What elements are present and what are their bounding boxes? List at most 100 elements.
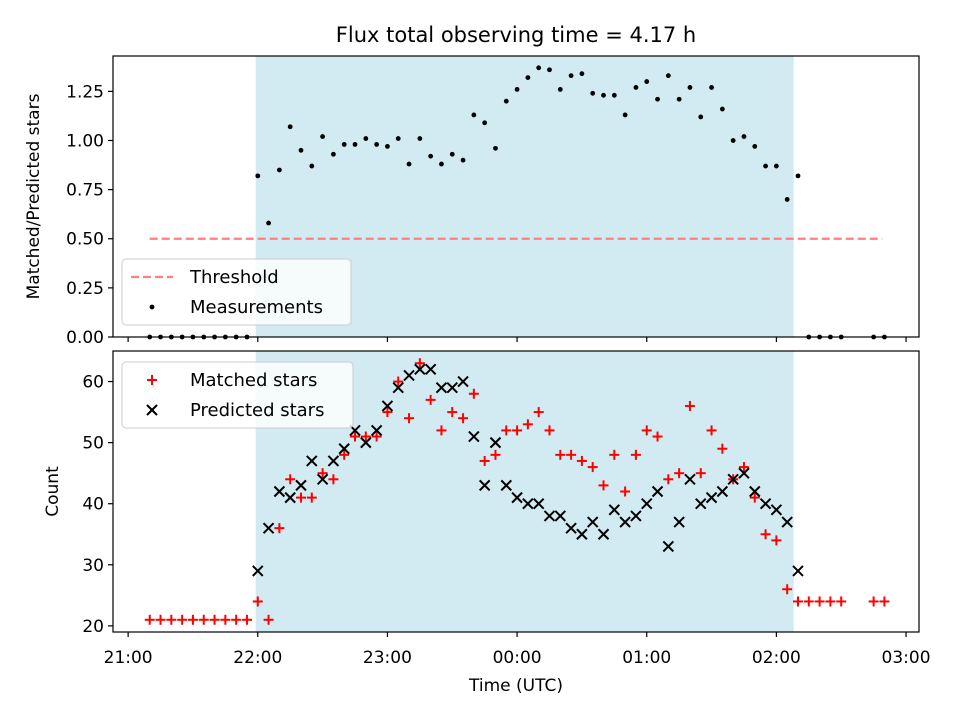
matched-star-point	[155, 614, 166, 625]
measurement-point	[557, 87, 563, 92]
matched-star-point	[630, 449, 641, 460]
bottom-y-ticks: 20 30 40 50 60	[82, 373, 113, 637]
measurement-point	[698, 114, 704, 120]
predicted-star-point	[727, 473, 739, 485]
matched-star-point	[620, 486, 631, 497]
measurement-point	[428, 153, 434, 159]
matched-star-point	[522, 419, 533, 430]
x-tick-label: 02:00	[752, 648, 801, 668]
matched-star-point	[209, 614, 220, 625]
legend-measurement-label: Measurements	[190, 297, 323, 318]
predicted-star-point	[316, 473, 329, 485]
measurement-point	[622, 112, 628, 118]
matched-star-point	[436, 425, 447, 436]
measurement-point	[536, 65, 542, 71]
matched-star-point	[425, 394, 436, 405]
measurement-point	[568, 73, 574, 79]
measurement-point	[439, 161, 444, 167]
measurement-point	[644, 79, 650, 84]
measurement-point	[773, 163, 779, 169]
matched-star-point	[760, 529, 771, 540]
predicted-star-point	[587, 516, 599, 528]
matched-star-point	[339, 449, 350, 460]
measurement-point	[687, 85, 693, 90]
legend-matched-marker	[147, 375, 157, 385]
top-measurement-points	[147, 65, 887, 340]
matched-star-point	[749, 492, 760, 503]
measurement-point	[363, 136, 369, 141]
predicted-star-point	[532, 498, 545, 510]
matched-star-point	[663, 474, 674, 485]
predicted-star-point	[381, 400, 394, 412]
bottom-y-tick-label: 50	[82, 434, 104, 454]
measurement-point	[590, 90, 596, 96]
matched-star-point	[576, 455, 587, 466]
x-tick-label: 23:00	[363, 648, 412, 668]
legend-matched-label: Matched stars	[190, 370, 317, 391]
predicted-star-point	[252, 565, 264, 577]
matched-star-points	[144, 358, 890, 625]
chart-title: Flux total observing time = 4.17 h	[336, 23, 696, 47]
bottom-y-tick-label: 40	[82, 495, 104, 515]
predicted-star-point	[543, 510, 556, 522]
matched-star-point	[512, 425, 523, 436]
matched-star-point	[306, 492, 317, 503]
matched-star-point	[695, 468, 706, 479]
predicted-star-point	[662, 540, 675, 553]
predicted-star-point	[360, 436, 372, 449]
predicted-star-point	[457, 375, 469, 388]
matched-star-point	[825, 596, 836, 607]
matched-star-point	[350, 431, 361, 442]
measurement-point	[525, 75, 531, 81]
measurement-point	[676, 96, 682, 102]
top-x-ticks	[127, 337, 907, 342]
matched-star-point	[285, 474, 296, 485]
measurement-point	[385, 143, 390, 149]
predicted-star-point	[759, 498, 772, 510]
matched-star-point	[566, 449, 577, 460]
matched-star-point	[674, 468, 685, 479]
predicted-star-point	[338, 443, 350, 455]
measurement-point	[471, 112, 477, 118]
measurement-point	[795, 173, 801, 179]
measurement-point	[266, 220, 271, 226]
measurement-point	[763, 163, 768, 169]
measurement-point	[331, 151, 336, 157]
matched-star-point	[360, 431, 371, 442]
predicted-star-points	[252, 363, 804, 577]
measurement-point	[352, 142, 358, 147]
predicted-star-point	[489, 436, 502, 449]
measurement-point	[309, 163, 315, 169]
predicted-star-point	[370, 424, 383, 437]
bottom-axes-frame	[112, 350, 920, 633]
matched-star-point	[836, 596, 847, 607]
matched-star-point	[684, 400, 695, 411]
predicted-star-point	[262, 522, 275, 534]
bottom-y-tick-label: 60	[82, 373, 104, 393]
measurement-point	[406, 161, 412, 167]
measurement-point	[449, 151, 455, 157]
predicted-star-point	[705, 491, 718, 504]
measurement-point	[719, 106, 725, 112]
predicted-star-point	[716, 485, 729, 498]
matched-star-point	[782, 584, 793, 595]
predicted-star-point	[424, 363, 437, 376]
matched-star-point	[879, 596, 890, 607]
predicted-star-point	[695, 498, 707, 510]
bottom-legend: Matched stars Predicted stars	[121, 361, 354, 429]
bottom-panel: 20 30 40 50 60 21:00 22:00 23:00 00:00 01:00 02:0…	[43, 350, 931, 696]
x-tick-label: 21:00	[104, 648, 153, 668]
predicted-star-point	[522, 498, 534, 510]
predicted-star-point	[273, 485, 286, 498]
measurement-point	[633, 85, 639, 90]
predicted-star-point	[738, 467, 750, 479]
matched-star-point	[198, 614, 209, 625]
x-axis-label: Time (UTC)	[468, 676, 563, 696]
predicted-star-point	[781, 516, 793, 528]
matched-star-point	[652, 431, 663, 442]
measurement-point	[655, 96, 660, 102]
matched-star-point	[177, 614, 188, 625]
matched-star-point	[144, 614, 155, 625]
measurement-point	[374, 142, 380, 147]
matched-star-point	[263, 614, 274, 625]
